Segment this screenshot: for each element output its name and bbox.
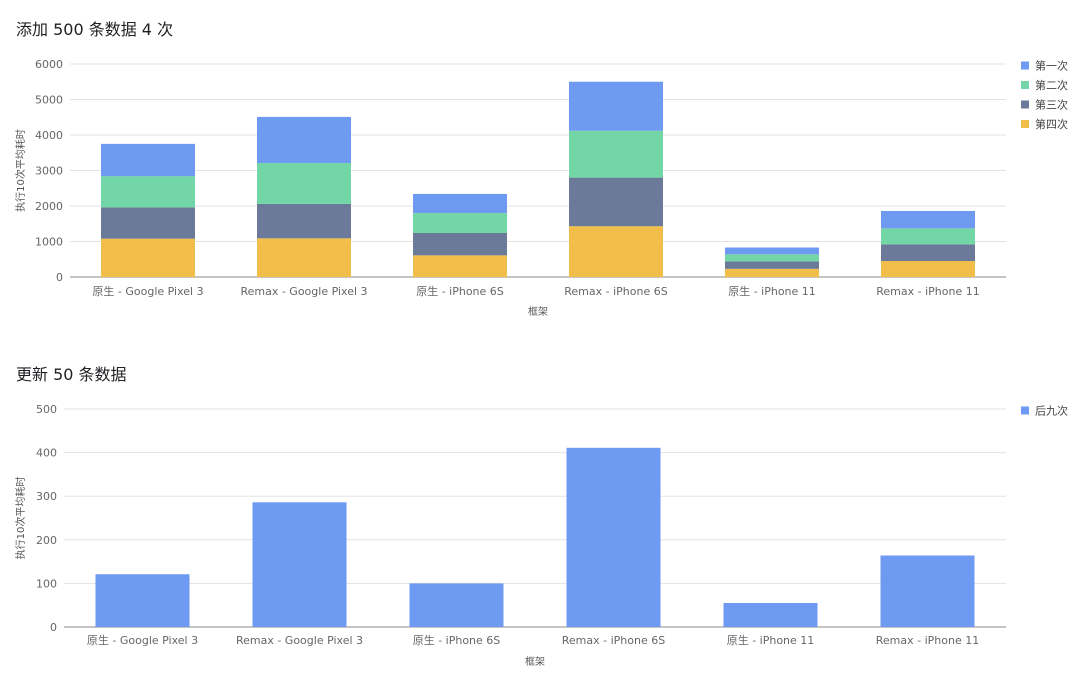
bar [881,228,975,245]
bar [880,555,975,627]
chart-title: 添加 500 条数据 4 次 [16,20,174,39]
bar [413,193,507,214]
y-tick-label: 200 [36,534,57,547]
bar [725,247,819,255]
bar [257,116,351,164]
legend-swatch [1021,406,1029,415]
legend-swatch [1021,100,1029,109]
bar [569,130,663,178]
x-tick-label: 原生 - Google Pixel 3 [87,633,198,647]
bar [101,207,195,239]
x-tick-label: Remax - Google Pixel 3 [236,634,363,647]
bar [257,163,351,204]
x-tick-label: 原生 - iPhone 11 [727,633,815,647]
x-tick-label: 原生 - iPhone 6S [413,633,501,647]
chart-title: 更新 50 条数据 [16,365,127,384]
y-tick-label: 6000 [35,58,63,71]
bar [413,213,507,233]
y-tick-label: 3000 [35,165,63,178]
bar [881,261,975,277]
x-tick-label: Remax - iPhone 6S [564,285,667,298]
x-tick-label: 原生 - iPhone 6S [416,284,504,298]
bar [101,176,195,208]
y-tick-label: 0 [56,271,63,284]
x-tick-label: Remax - Google Pixel 3 [240,285,367,298]
bar [569,226,663,277]
legend-label: 第三次 [1035,98,1068,112]
legend-swatch [1021,81,1029,89]
bar [101,143,195,177]
bar [413,232,507,256]
bar [257,203,351,239]
x-tick-label: Remax - iPhone 11 [876,634,979,647]
x-axis-title: 框架 [528,305,548,318]
bar [725,254,819,262]
bar [569,81,663,131]
bar [566,447,661,627]
y-tick-label: 1000 [35,236,63,249]
bar [725,268,819,277]
legend-label: 后九次 [1035,404,1068,418]
bar [881,244,975,262]
bar [101,238,195,277]
bar [409,583,504,627]
legend-label: 第四次 [1035,117,1068,131]
bar [413,255,507,277]
bar [95,574,190,627]
legend-swatch [1021,61,1029,70]
y-tick-label: 5000 [35,94,63,107]
legend-label: 第二次 [1035,78,1068,92]
stacked-bar-chart: 0 1000 2000 3000 4000 5000 6000 原生 - Google Pix… [14,58,1068,318]
legend-label: 第一次 [1035,59,1068,73]
bar [257,238,351,277]
y-tick-label: 100 [36,577,57,590]
bar [725,261,819,269]
bar [881,210,975,229]
bar [252,502,347,627]
x-axis-title: 框架 [525,655,545,668]
y-tick-label: 500 [36,403,57,416]
x-tick-label: 原生 - iPhone 11 [728,284,816,298]
x-tick-label: Remax - iPhone 11 [876,285,979,298]
y-tick-label: 2000 [35,200,63,213]
y-tick-label: 0 [50,621,57,634]
bar [723,603,818,627]
x-tick-label: Remax - iPhone 6S [562,634,665,647]
x-tick-label: 原生 - Google Pixel 3 [92,284,203,298]
y-tick-label: 300 [36,490,57,503]
y-axis-title: 执行10次平均耗时 [14,477,27,560]
bar [569,177,663,227]
chart-add-500: 添加 500 条数据 4 次 0 1000 2000 3000 4000 5000 6000… [0,0,1080,340]
y-axis-title: 执行10次平均耗时 [14,129,27,212]
y-tick-label: 400 [36,447,57,460]
y-tick-label: 4000 [35,129,63,142]
legend-swatch [1021,120,1029,128]
